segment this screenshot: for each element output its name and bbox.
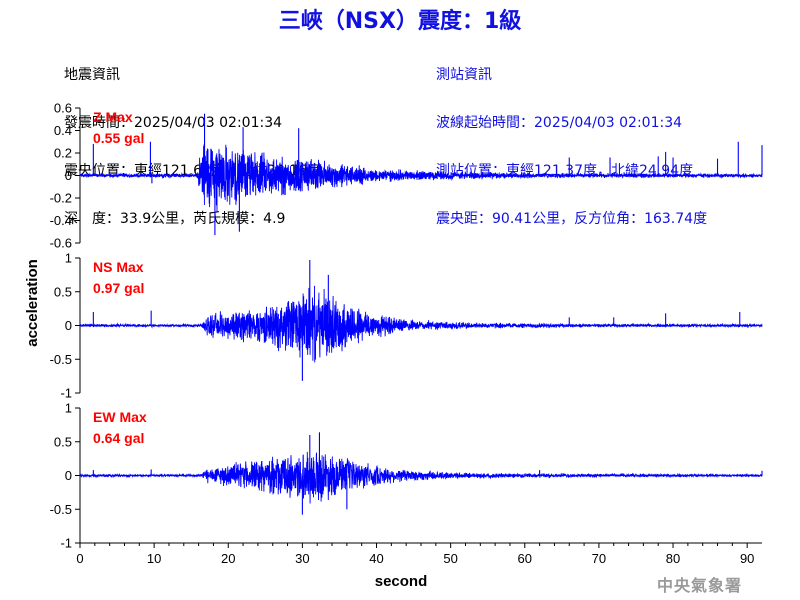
- max-label: EW Max: [93, 409, 147, 425]
- chart-title: 三峽（NSX）震度：1級: [278, 9, 522, 34]
- x-tick-label: 70: [592, 551, 606, 566]
- x-tick-label: 80: [666, 551, 680, 566]
- panel-ew: -1 -0.5 0 0.5 1 EW Max 0.64 gal: [50, 401, 763, 551]
- x-tick-label: 40: [369, 551, 383, 566]
- x-tick-label: 60: [518, 551, 532, 566]
- station-info: 測站資訊 波線起始時間：2025/04/03 02:01:34 測站位置：東經1…: [436, 35, 707, 243]
- max-value: 0.97 gal: [93, 280, 144, 296]
- x-tick-label: 0: [76, 551, 83, 566]
- y-tick-label: 0: [65, 318, 72, 333]
- x-tick-label: 90: [740, 551, 754, 566]
- y-tick-label: -0.6: [50, 236, 72, 251]
- y-tick-label: 1: [65, 401, 72, 416]
- trace-z: [79, 143, 763, 212]
- y-tick-label: -1: [60, 386, 72, 401]
- y-tick-label: 0.4: [54, 123, 72, 138]
- y-tick-label: -0.5: [50, 352, 72, 367]
- trace-ns: [79, 285, 763, 363]
- y-tick-label: -1: [60, 536, 72, 551]
- max-label: Z Max: [93, 109, 133, 125]
- y-tick-label: 0.5: [54, 284, 72, 299]
- panel-ns: -1 -0.5 0 0.5 1 NS Max 0.97 gal: [50, 251, 763, 401]
- y-tick-label: -0.4: [50, 213, 72, 228]
- y-tick-label: -0.2: [50, 191, 72, 206]
- y-tick-label: -0.5: [50, 502, 72, 517]
- x-tick-label: 50: [443, 551, 457, 566]
- station-info-heading: 測站資訊: [436, 67, 492, 83]
- trace-ew: [79, 451, 763, 504]
- x-tick-label: 30: [295, 551, 309, 566]
- y-tick-label: 0.2: [54, 146, 72, 161]
- distance-azimuth: 震央距：90.41公里，反方位角：163.74度: [436, 211, 708, 227]
- origin-time: 發震時間：2025/04/03 02:01:34: [64, 115, 283, 131]
- x-axis-label: second: [375, 573, 428, 590]
- y-tick-label: 1: [65, 251, 72, 266]
- y-tick-label: 0.6: [54, 101, 72, 116]
- wave-start-time: 波線起始時間：2025/04/03 02:01:34: [436, 115, 683, 131]
- x-tick-label: 20: [221, 551, 235, 566]
- max-value: 0.64 gal: [93, 430, 144, 446]
- panel-z: -0.6 -0.4 -0.2 0 0.2 0.4 0.6 Z Max 0.55 gal: [50, 101, 763, 251]
- y-axis-label: acceleration: [24, 259, 41, 347]
- earthquake-info-heading: 地震資訊: [64, 67, 120, 83]
- y-tick-label: 0: [65, 168, 72, 183]
- y-tick-label: 0: [65, 468, 72, 483]
- max-value: 0.55 gal: [93, 130, 144, 146]
- max-label: NS Max: [93, 259, 144, 275]
- depth-magnitude: 深 度：33.9公里，芮氏規模：4.9: [64, 211, 286, 227]
- x-tick-label: 10: [147, 551, 161, 566]
- agency-footer: 中央氣象署: [657, 576, 743, 595]
- y-tick-label: 0.5: [54, 434, 72, 449]
